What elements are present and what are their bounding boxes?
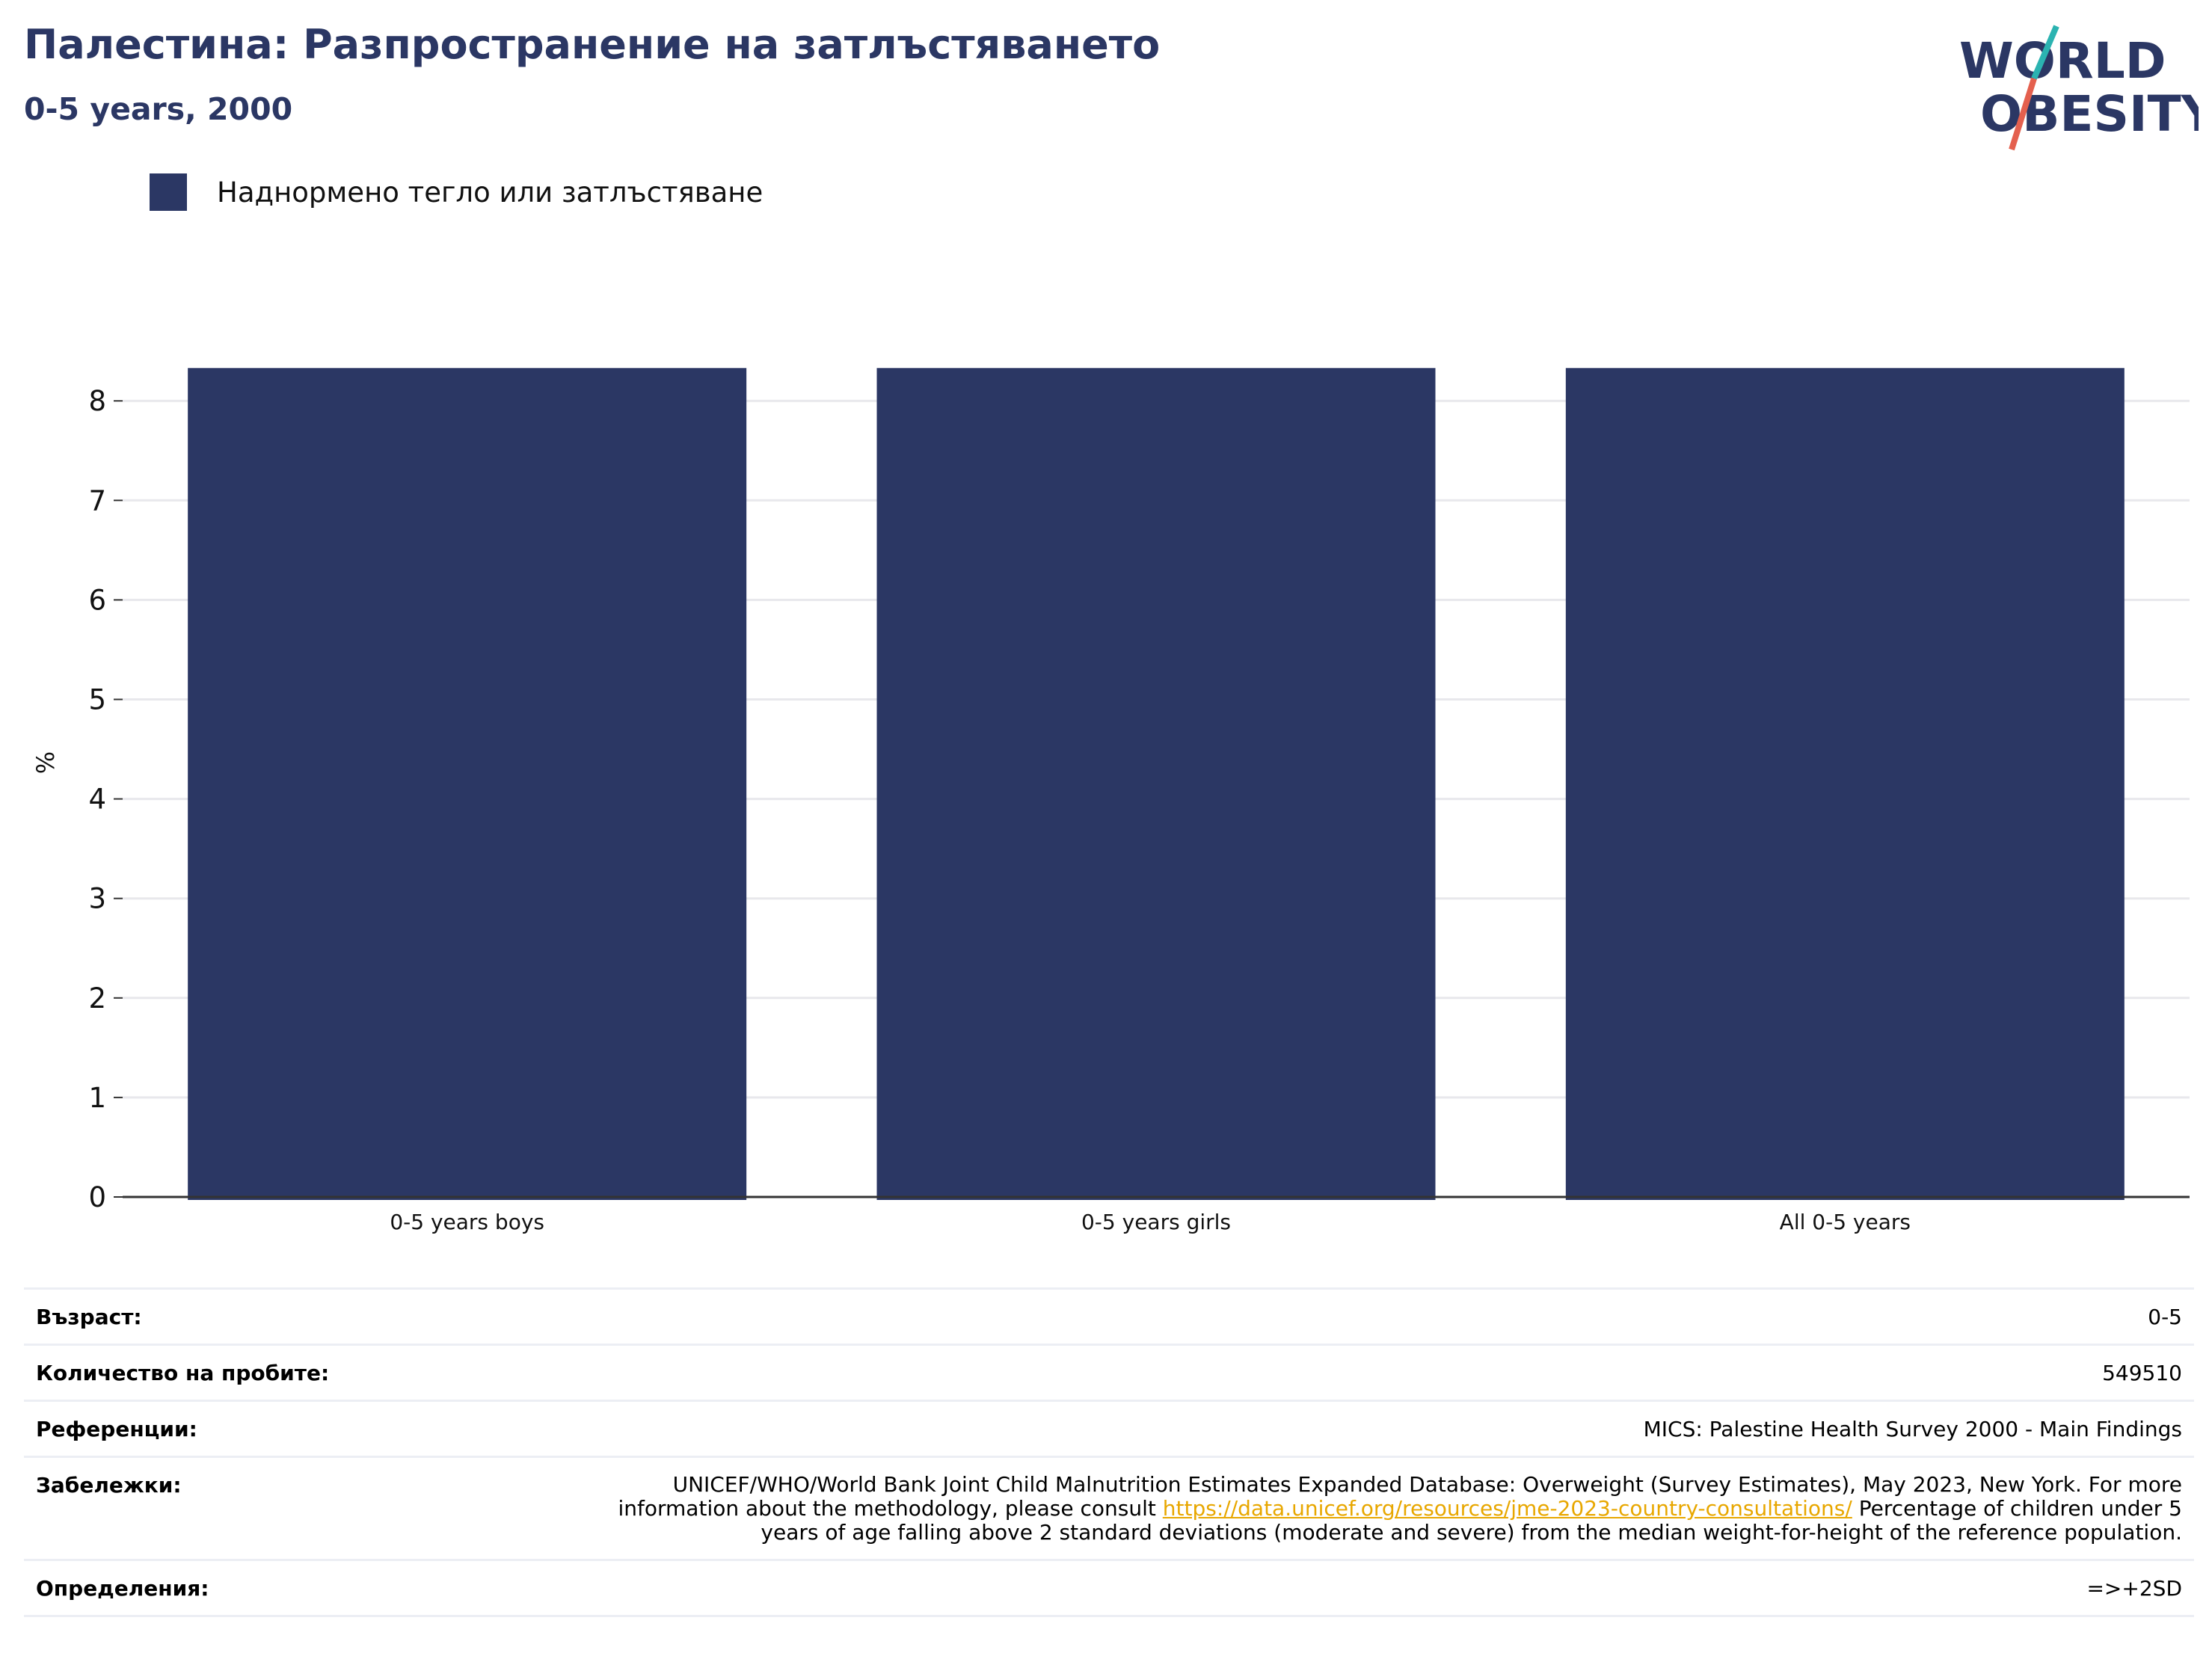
y-tick-label: 7 <box>88 484 106 517</box>
notes-text-after: Percentage of children under 5 years of … <box>761 1496 2182 1545</box>
x-tick-label: All 0-5 years <box>1780 1210 1911 1234</box>
y-tick-label: 3 <box>88 883 106 915</box>
y-tick-label: 6 <box>88 584 106 616</box>
bar <box>188 368 747 1201</box>
references-label: Референции: <box>36 1417 197 1441</box>
info-row-definitions: Определения: =>+2SD <box>24 1559 2194 1617</box>
chart-legend: Наднормено тегло или затлъстяване <box>150 173 763 211</box>
info-row-age: Възраст: 0-5 <box>24 1287 2194 1344</box>
logo-word-world: WORLD <box>1959 32 2166 90</box>
info-row-sample: Количество на пробите: 549510 <box>24 1344 2194 1400</box>
chart-title: Палестина: Разпространение на затлъстява… <box>24 21 1161 68</box>
info-table: Възраст: 0-5 Количество на пробите: 5495… <box>24 1287 2194 1617</box>
x-tick-label: 0-5 years boys <box>390 1210 544 1234</box>
notes-label: Забележки: <box>36 1473 182 1498</box>
y-tick-label: 5 <box>88 684 106 716</box>
age-label: Възраст: <box>36 1305 142 1329</box>
y-tick-label: 0 <box>88 1181 106 1213</box>
x-tick-label: 0-5 years girls <box>1081 1210 1231 1234</box>
definitions-value: =>+2SD <box>2086 1576 2182 1601</box>
methodology-link[interactable]: https://data.unicef.org/resources/jme-20… <box>1162 1496 1852 1521</box>
y-tick-label: 1 <box>88 1082 106 1114</box>
bar-chart: 0 1 2 3 4 5 6 7 8% 0-5 years boys 0-5 years girls A… <box>31 368 2190 1234</box>
notes-value: UNICEF/WHO/World Bank Joint Child Malnut… <box>574 1472 2183 1545</box>
notes-text-before: UNICEF/WHO/World Bank Joint Child Malnut… <box>618 1472 2183 1521</box>
y-axis-label: % <box>31 751 60 774</box>
bar <box>876 368 1436 1201</box>
chart-subtitle: 0-5 years, 2000 <box>24 91 293 127</box>
y-tick-label: 2 <box>88 982 106 1015</box>
references-value: MICS: Palestine Health Survey 2000 - Mai… <box>1643 1417 2182 1441</box>
age-value: 0-5 <box>2148 1305 2182 1329</box>
legend-label: Наднормено тегло или затлъстяване <box>217 176 764 209</box>
info-row-references: Референции: MICS: Palestine Health Surve… <box>24 1400 2194 1456</box>
world-obesity-logo: WORLD OBESITY <box>1959 25 2199 151</box>
definitions-label: Определения: <box>36 1576 209 1601</box>
y-tick-label: 8 <box>88 385 106 417</box>
logo-slash-red <box>2009 77 2037 151</box>
logo-slash-teal <box>2031 25 2059 80</box>
y-tick-label: 4 <box>88 784 106 816</box>
sample-size-label: Количество на пробите: <box>36 1361 330 1385</box>
legend-swatch <box>150 173 187 211</box>
sample-size-value: 549510 <box>2102 1361 2182 1385</box>
info-row-notes: Забележки: UNICEF/WHO/World Bank Joint C… <box>24 1456 2194 1559</box>
bar <box>1565 368 2125 1201</box>
